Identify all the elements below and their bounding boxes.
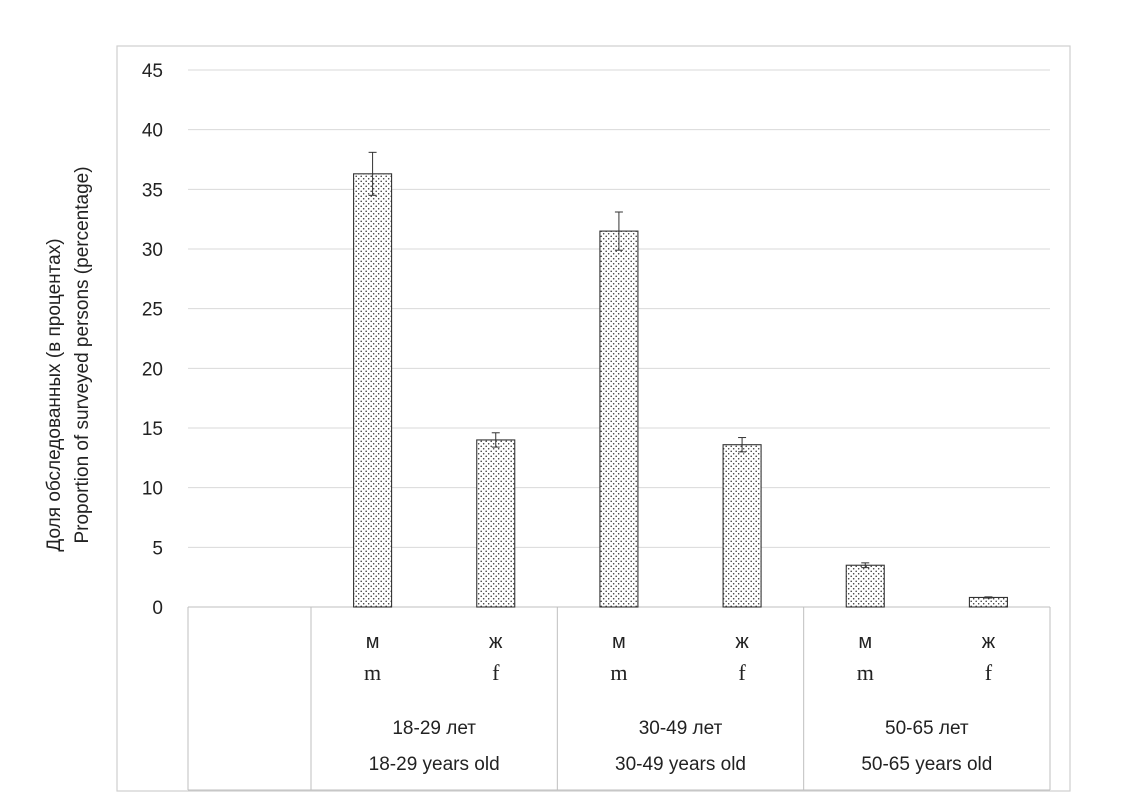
y-tick-label: 15 bbox=[142, 419, 163, 440]
error-bar bbox=[738, 437, 747, 453]
y-axis-label-ru: Доля обследованных (в процентах) bbox=[44, 238, 65, 551]
group-label-ru: 18-29 лет bbox=[392, 718, 476, 739]
category-label-en: m bbox=[610, 660, 627, 685]
category-label-ru: м bbox=[612, 631, 626, 653]
bars bbox=[353, 151, 1008, 608]
y-tick-label: 20 bbox=[142, 359, 163, 380]
y-tick-label: 0 bbox=[152, 598, 163, 619]
category-label-en: m bbox=[364, 660, 381, 685]
bar bbox=[353, 173, 393, 608]
y-tick-label: 40 bbox=[142, 121, 163, 142]
category-label-ru: м bbox=[366, 631, 380, 653]
bar bbox=[968, 596, 1008, 608]
error-bar bbox=[984, 596, 993, 599]
y-tick-label: 10 bbox=[142, 479, 163, 500]
category-label-en: f bbox=[492, 660, 500, 685]
y-axis-label-en: Proportion of surveyed persons (percenta… bbox=[72, 166, 93, 543]
error-bar bbox=[491, 432, 500, 448]
error-bar bbox=[861, 562, 870, 569]
category-label-ru: ж bbox=[735, 631, 749, 653]
category-label-en: m bbox=[857, 660, 874, 685]
y-axis-title: Доля обследованных (в процентах) Proport… bbox=[44, 166, 93, 551]
y-tick-label: 30 bbox=[142, 240, 163, 261]
bar bbox=[722, 444, 762, 608]
chart-frame bbox=[116, 45, 1071, 792]
category-label-en: f bbox=[985, 660, 993, 685]
bar bbox=[845, 564, 885, 608]
bar bbox=[599, 230, 639, 608]
error-bar bbox=[368, 151, 377, 196]
y-tick-label: 45 bbox=[142, 61, 163, 82]
y-axis-ticks: 0 5 10 15 20 25 30 35 40 45 bbox=[142, 61, 163, 619]
category-label-ru: м bbox=[858, 631, 872, 653]
y-tick-label: 35 bbox=[142, 180, 163, 201]
y-tick-label: 25 bbox=[142, 300, 163, 321]
category-table bbox=[187, 606, 1051, 791]
category-label-ru: ж bbox=[489, 631, 503, 653]
group-label-ru: 30-49 лет bbox=[639, 718, 723, 739]
group-label-en: 50-65 years old bbox=[861, 754, 992, 775]
y-tick-label: 5 bbox=[152, 538, 163, 559]
error-bar bbox=[614, 211, 623, 251]
group-label-en: 18-29 years old bbox=[369, 754, 500, 775]
bar bbox=[476, 439, 516, 608]
category-label-en: f bbox=[738, 660, 746, 685]
category-label-ru: ж bbox=[982, 631, 996, 653]
group-label-en: 30-49 years old bbox=[615, 754, 746, 775]
group-label-ru: 50-65 лет bbox=[885, 718, 969, 739]
